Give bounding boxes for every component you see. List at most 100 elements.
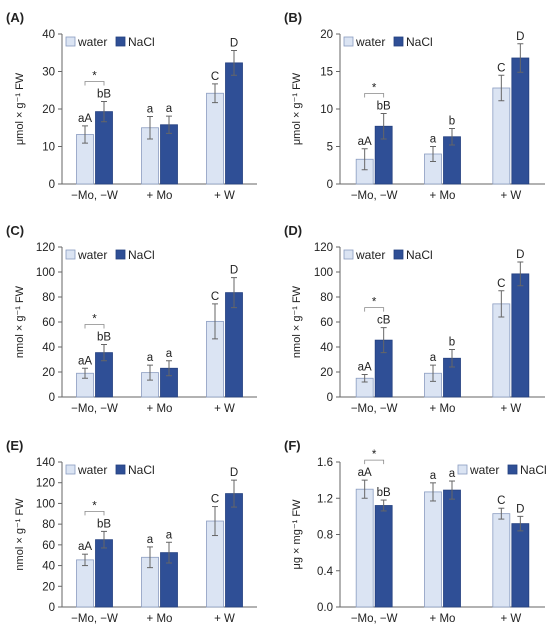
- significance-asterisk: *: [92, 314, 97, 326]
- legend: water NaCl: [65, 463, 155, 477]
- legend-label-water: water: [77, 463, 107, 477]
- y-tick-label: 0: [49, 179, 55, 191]
- significance-letter: D: [516, 503, 524, 515]
- panel-label: (A): [6, 10, 24, 25]
- bar-nacl: [374, 505, 393, 608]
- legend-swatch-nacl: [393, 249, 404, 260]
- legend-label-water: water: [469, 463, 499, 477]
- significance-letter: aA: [78, 541, 92, 553]
- significance-letter: D: [230, 38, 238, 50]
- y-tick-label: 0: [327, 179, 333, 191]
- y-tick-label: 40: [42, 342, 55, 354]
- x-tick-label: + W: [214, 613, 235, 625]
- legend-label-nacl: NaCl: [128, 248, 155, 262]
- significance-letter: a: [430, 470, 437, 482]
- bar-water: [206, 92, 224, 185]
- bar-nacl: [511, 523, 530, 608]
- y-axis-title: μg × mg⁻¹ FW: [291, 499, 303, 570]
- legend-swatch-nacl: [393, 36, 404, 47]
- y-tick-label: 20: [320, 367, 333, 379]
- significance-asterisk: *: [372, 449, 377, 461]
- legend-label-water: water: [355, 35, 385, 49]
- significance-letter: a: [430, 352, 437, 364]
- y-tick-label: 0: [327, 392, 333, 404]
- significance-letter: C: [497, 62, 505, 74]
- bar-nacl: [95, 539, 113, 608]
- legend-label-nacl: NaCl: [128, 35, 155, 49]
- panel-label: (F): [284, 438, 301, 453]
- chart-panel-4: (E) 0 20 40 60 80 100 120 140 nmol × g⁻¹ FW aA bB −M…: [6, 438, 257, 625]
- bar-water: [424, 491, 442, 608]
- x-tick-label: + W: [500, 190, 521, 202]
- bar-nacl: [511, 57, 530, 185]
- significance-letter: cB: [377, 315, 391, 327]
- significance-letter: D: [516, 249, 524, 261]
- x-tick-label: −Mo, −W: [351, 190, 398, 202]
- y-axis-title: μmol × g⁻¹ FW: [14, 72, 26, 145]
- significance-bracket: [364, 307, 385, 312]
- y-tick-label: 1.2: [317, 493, 333, 505]
- significance-letter: bB: [97, 518, 111, 530]
- legend: water NaCl: [343, 248, 433, 262]
- significance-bracket: [84, 324, 105, 329]
- x-tick-label: −Mo, −W: [71, 613, 118, 625]
- legend-swatch-water: [65, 249, 76, 260]
- legend-label-water: water: [77, 35, 107, 49]
- significance-letter: C: [497, 278, 505, 290]
- legend-swatch-water: [65, 464, 76, 475]
- legend: water NaCl: [65, 248, 155, 262]
- legend-swatch-nacl: [115, 36, 126, 47]
- significance-letter: a: [147, 352, 154, 364]
- legend: water NaCl: [343, 35, 433, 49]
- significance-letter: aA: [358, 362, 372, 374]
- y-tick-label: 0.8: [317, 530, 333, 542]
- y-tick-label: 0: [49, 392, 55, 404]
- y-tick-label: 20: [42, 581, 55, 593]
- x-tick-label: −Mo, −W: [351, 613, 398, 625]
- legend-label-nacl: NaCl: [520, 463, 547, 477]
- significance-letter: aA: [358, 467, 372, 479]
- significance-letter: a: [166, 103, 173, 115]
- y-tick-label: 120: [36, 242, 55, 254]
- x-tick-label: −Mo, −W: [71, 190, 118, 202]
- y-tick-label: 80: [320, 292, 333, 304]
- panel-label: (E): [6, 438, 23, 453]
- bar-nacl: [225, 493, 243, 608]
- legend-swatch-water: [457, 464, 468, 475]
- bar-nacl: [95, 111, 113, 185]
- y-tick-label: 40: [42, 29, 55, 41]
- bar-water: [492, 87, 511, 185]
- y-tick-label: 10: [320, 104, 333, 116]
- significance-bracket: [84, 510, 105, 516]
- significance-asterisk: *: [92, 71, 97, 83]
- legend-swatch-water: [343, 249, 354, 260]
- legend-swatch-nacl: [115, 249, 126, 260]
- y-tick-label: 100: [36, 267, 55, 279]
- legend-swatch-water: [65, 36, 76, 47]
- legend-swatch-water: [343, 36, 354, 47]
- y-tick-label: 0: [49, 602, 55, 614]
- y-tick-label: 1.6: [317, 457, 333, 469]
- bar-water: [492, 303, 511, 398]
- x-tick-label: + Mo: [430, 190, 456, 202]
- y-tick-label: 0.0: [317, 602, 333, 614]
- legend-label-nacl: NaCl: [128, 463, 155, 477]
- x-tick-label: + Mo: [147, 190, 173, 202]
- significance-letter: D: [230, 265, 238, 277]
- significance-letter: D: [230, 467, 238, 479]
- y-tick-label: 120: [314, 242, 333, 254]
- significance-letter: b: [449, 116, 455, 128]
- significance-asterisk: *: [92, 500, 97, 512]
- y-tick-label: 100: [314, 267, 333, 279]
- y-tick-label: 20: [42, 104, 55, 116]
- significance-letter: aA: [78, 355, 92, 367]
- chart-panel-5: (F) 0.0 0.4 0.8 1.2 1.6 μg × mg⁻¹ FW aA bB −Mo, −…: [284, 438, 547, 625]
- significance-letter: C: [497, 495, 505, 507]
- bar-nacl: [225, 292, 243, 398]
- significance-letter: a: [430, 134, 437, 146]
- legend-label-nacl: NaCl: [406, 248, 433, 262]
- panel-label: (C): [6, 223, 24, 238]
- significance-asterisk: *: [372, 83, 377, 95]
- bar-nacl: [443, 489, 461, 608]
